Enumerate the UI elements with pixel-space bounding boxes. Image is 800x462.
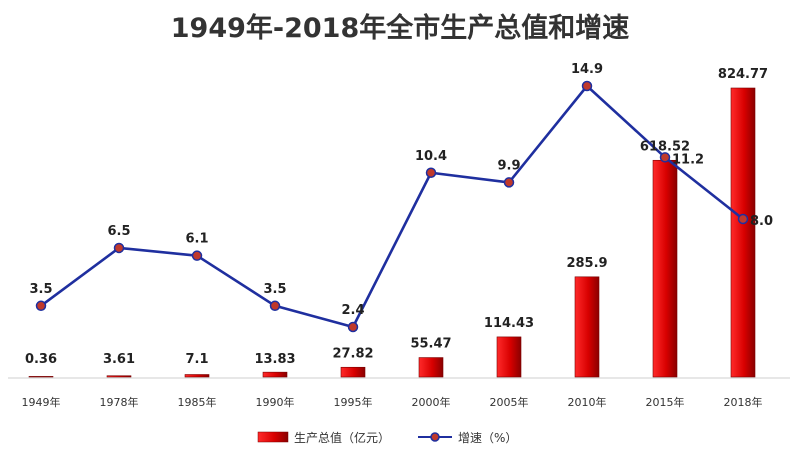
x-tick-label: 2000年	[412, 395, 451, 409]
bar-value-label: 27.82	[332, 346, 373, 361]
bar	[418, 357, 444, 378]
bar-value-label: 114.43	[484, 316, 534, 331]
x-tick-label: 1949年	[22, 395, 61, 409]
growth-value-label: 2.4	[341, 303, 364, 318]
bar-value-label: 55.47	[410, 337, 451, 352]
bar	[184, 374, 210, 378]
bar-value-label: 0.36	[25, 352, 57, 367]
growth-point	[347, 321, 359, 333]
bar	[262, 371, 288, 378]
growth-point	[503, 177, 515, 188]
growth-point	[425, 167, 437, 179]
bar	[730, 87, 756, 378]
growth-point	[35, 300, 47, 312]
chart-title: 1949年-2018年全市生产总值和增速	[170, 13, 630, 44]
bar-value-label: 13.83	[254, 352, 295, 367]
growth-value-label: 10.4	[415, 149, 447, 164]
growth-point	[737, 213, 749, 225]
x-tick-label: 2015年	[646, 395, 685, 409]
labels-layer: 0.36 3.61 7.1 13.83 27.82 55.47 114.43 285.9 618…	[25, 62, 773, 367]
bar	[496, 336, 522, 378]
growth-value-label: 3.5	[263, 282, 286, 297]
bar	[574, 276, 600, 378]
x-tick-label: 1978年	[100, 395, 139, 409]
legend-line-marker	[430, 432, 440, 442]
legend-bar-swatch	[257, 431, 289, 443]
growth-point	[659, 152, 671, 163]
growth-point	[191, 250, 203, 261]
bars-layer	[28, 87, 756, 378]
x-tick-label: 1985年	[178, 395, 217, 409]
ticks-layer: 1949年 1978年 1985年 1990年 1995年 2000年 2005年 2010年…	[22, 395, 763, 409]
growth-value-label: 9.9	[497, 158, 520, 173]
x-tick-label: 1995年	[334, 395, 373, 409]
bar	[652, 159, 678, 378]
bar-value-label: 7.1	[185, 352, 208, 367]
growth-value-label: 8.0	[750, 214, 773, 229]
bar-value-label: 824.77	[718, 67, 768, 82]
growth-value-label: 11.2	[672, 152, 704, 167]
bar	[340, 366, 366, 378]
growth-value-label: 6.1	[185, 232, 208, 247]
x-tick-label: 1990年	[256, 395, 295, 409]
x-tick-label: 2018年	[724, 395, 763, 409]
line-layer	[35, 80, 749, 333]
bar	[28, 376, 54, 378]
growth-value-label: 6.5	[107, 224, 130, 239]
bar-value-label: 3.61	[103, 352, 135, 367]
growth-value-label: 14.9	[571, 62, 603, 77]
bar	[106, 375, 132, 378]
growth-point	[269, 300, 281, 312]
bar-value-label: 618.52	[640, 139, 690, 154]
bar-value-label: 285.9	[566, 256, 607, 271]
legend-bar-label: 生产总值（亿元）	[294, 430, 390, 445]
legend: 生产总值（亿元） 增速（%）	[257, 430, 517, 445]
growth-series-line	[40, 84, 744, 329]
growth-point	[113, 242, 125, 254]
growth-point	[581, 80, 593, 92]
legend-line-label: 增速（%）	[458, 431, 517, 445]
x-tick-label: 2005年	[490, 395, 529, 409]
x-tick-label: 2010年	[568, 395, 607, 409]
growth-value-label: 3.5	[29, 282, 52, 297]
